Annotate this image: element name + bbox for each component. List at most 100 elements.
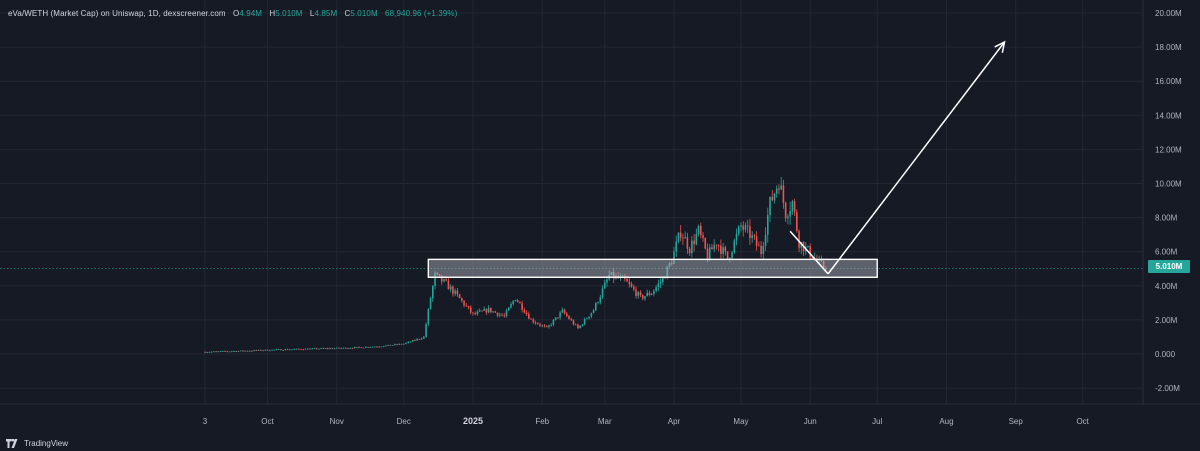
candle-body bbox=[568, 316, 570, 320]
grid bbox=[0, 0, 1143, 404]
candle-body bbox=[389, 344, 392, 346]
candle-body bbox=[494, 311, 497, 313]
candle-body bbox=[724, 247, 727, 252]
candle-body bbox=[811, 257, 814, 260]
candle-body bbox=[358, 346, 360, 348]
y-tick-label: -2.00M bbox=[1155, 384, 1180, 393]
candle-body bbox=[521, 303, 523, 310]
candle-body bbox=[481, 310, 483, 312]
candle-body bbox=[545, 326, 548, 328]
candle-body bbox=[289, 349, 291, 351]
candle-body bbox=[333, 348, 336, 350]
legend-open-label: O bbox=[233, 9, 240, 18]
candle-body bbox=[595, 302, 597, 311]
candle-body bbox=[335, 347, 338, 349]
candle-body bbox=[784, 202, 787, 219]
candle-body bbox=[670, 263, 673, 265]
candle-body bbox=[284, 349, 287, 351]
candle-body bbox=[222, 351, 224, 352]
candle-body bbox=[217, 351, 220, 353]
candle-body bbox=[809, 245, 812, 258]
candle-body bbox=[583, 318, 586, 325]
downtrend-line[interactable] bbox=[789, 230, 829, 275]
candle-body bbox=[253, 350, 255, 351]
candle-body bbox=[516, 300, 519, 302]
candle-body bbox=[697, 225, 700, 234]
legend-low-value: 4.85M bbox=[314, 9, 338, 18]
candle-body bbox=[262, 350, 264, 352]
candle-body bbox=[353, 347, 356, 349]
candle-body bbox=[230, 351, 233, 353]
support-zone-box[interactable] bbox=[427, 258, 878, 278]
candle-body bbox=[528, 314, 530, 319]
x-tick-label: 3 bbox=[203, 417, 208, 426]
candle-body bbox=[407, 341, 410, 343]
candle-body bbox=[662, 277, 664, 283]
candle-body bbox=[688, 248, 691, 254]
candle-body bbox=[237, 351, 240, 352]
candle-body bbox=[668, 263, 671, 267]
candle-body bbox=[364, 346, 367, 348]
candle-body bbox=[512, 301, 514, 304]
projection-arrow-line[interactable] bbox=[827, 41, 1006, 275]
arrowhead-icon bbox=[994, 40, 1006, 53]
candle-body bbox=[297, 348, 300, 350]
candle-body bbox=[534, 322, 537, 324]
candle-body bbox=[318, 348, 320, 350]
candle-body bbox=[711, 247, 713, 250]
candle-body bbox=[541, 325, 544, 327]
candle-body bbox=[796, 212, 798, 232]
candle-body bbox=[708, 247, 711, 261]
candle-body bbox=[653, 290, 655, 294]
candle-body bbox=[398, 343, 401, 345]
candle-body bbox=[693, 240, 695, 245]
annotations[interactable] bbox=[0, 40, 1143, 278]
candle-body bbox=[572, 320, 575, 325]
candle-body bbox=[362, 347, 365, 349]
x-tick-label: Oct bbox=[261, 417, 274, 426]
candle-body bbox=[282, 350, 284, 351]
candle-body bbox=[257, 349, 260, 351]
x-tick-label: Apr bbox=[668, 417, 681, 426]
candle-body bbox=[737, 226, 740, 235]
candle-body bbox=[787, 216, 789, 219]
y-tick-label: 6.00M bbox=[1155, 248, 1178, 257]
candle-body bbox=[532, 319, 535, 323]
candle-body bbox=[726, 251, 729, 259]
candle-body bbox=[590, 312, 593, 317]
candle-body bbox=[536, 323, 539, 325]
candle-body bbox=[382, 346, 385, 348]
candle-body bbox=[427, 308, 430, 325]
candle-body bbox=[204, 351, 206, 353]
candle-body bbox=[641, 294, 644, 299]
candle-body bbox=[706, 248, 709, 261]
candle-body bbox=[713, 244, 715, 250]
candle-body bbox=[715, 244, 718, 246]
tradingview-brand[interactable]: TradingView bbox=[6, 439, 68, 448]
candle-body bbox=[476, 311, 479, 315]
candle-body bbox=[423, 336, 425, 339]
candle-body bbox=[550, 324, 552, 326]
candle-body bbox=[691, 240, 693, 254]
candle-body bbox=[720, 245, 722, 254]
chart-legend: eVa/WETH (Market Cap) on Uniswap, 1D, de… bbox=[8, 9, 457, 18]
x-tick-label: Jul bbox=[872, 417, 882, 426]
candle-body bbox=[219, 351, 222, 352]
candle-body bbox=[505, 310, 508, 317]
candle-body bbox=[360, 347, 363, 349]
candle-body bbox=[447, 280, 450, 290]
candle-body bbox=[543, 325, 546, 327]
candle-body bbox=[695, 233, 698, 245]
candle-body bbox=[635, 289, 637, 297]
candle-body bbox=[208, 352, 211, 353]
candle-body bbox=[322, 348, 325, 349]
candle-body bbox=[510, 303, 512, 308]
candle-body bbox=[420, 338, 423, 340]
candle-body bbox=[666, 266, 669, 279]
candle-body bbox=[755, 236, 758, 246]
y-tick-label: 0.000 bbox=[1155, 350, 1176, 359]
candle-body bbox=[507, 307, 510, 311]
candle-body bbox=[753, 235, 756, 237]
candle-body bbox=[434, 272, 436, 286]
